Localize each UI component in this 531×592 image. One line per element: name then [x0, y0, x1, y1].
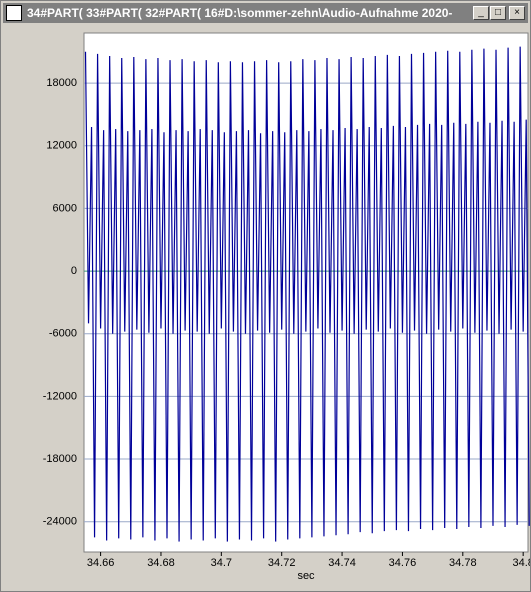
title-bar: 34#PART( 33#PART( 32#PART( 16#D:\sommer-…	[3, 3, 528, 23]
y-tick-label: -12000	[43, 390, 77, 402]
x-tick-label: 34.74	[328, 557, 356, 569]
y-tick-label: 0	[71, 265, 77, 277]
x-axis-label: sec	[297, 570, 315, 582]
x-tick-label: 34.66	[87, 557, 115, 569]
x-tick-label: 34.72	[268, 557, 296, 569]
waveform-line	[84, 46, 530, 542]
y-tick-label: -18000	[43, 453, 77, 465]
x-tick-label: 34.8	[512, 557, 530, 569]
minimize-button[interactable]: _	[473, 6, 489, 20]
close-button[interactable]: ×	[509, 6, 525, 20]
x-tick-label: 34.68	[147, 557, 175, 569]
maximize-button[interactable]: □	[490, 6, 506, 20]
x-tick-label: 34.7	[211, 557, 232, 569]
x-tick-label: 34.76	[389, 557, 417, 569]
y-tick-label: 12000	[46, 140, 77, 152]
window-icon[interactable]	[6, 5, 22, 21]
y-tick-label: 6000	[53, 202, 77, 214]
y-tick-label: -6000	[49, 328, 77, 340]
y-tick-label: 18000	[46, 77, 77, 89]
x-tick-label: 34.78	[449, 557, 477, 569]
y-tick-label: -24000	[43, 516, 77, 528]
window-title: 34#PART( 33#PART( 32#PART( 16#D:\sommer-…	[27, 6, 453, 20]
chart: sec -24000 -18000 -12000 -6000 0 6000 12000 180…	[43, 32, 530, 582]
